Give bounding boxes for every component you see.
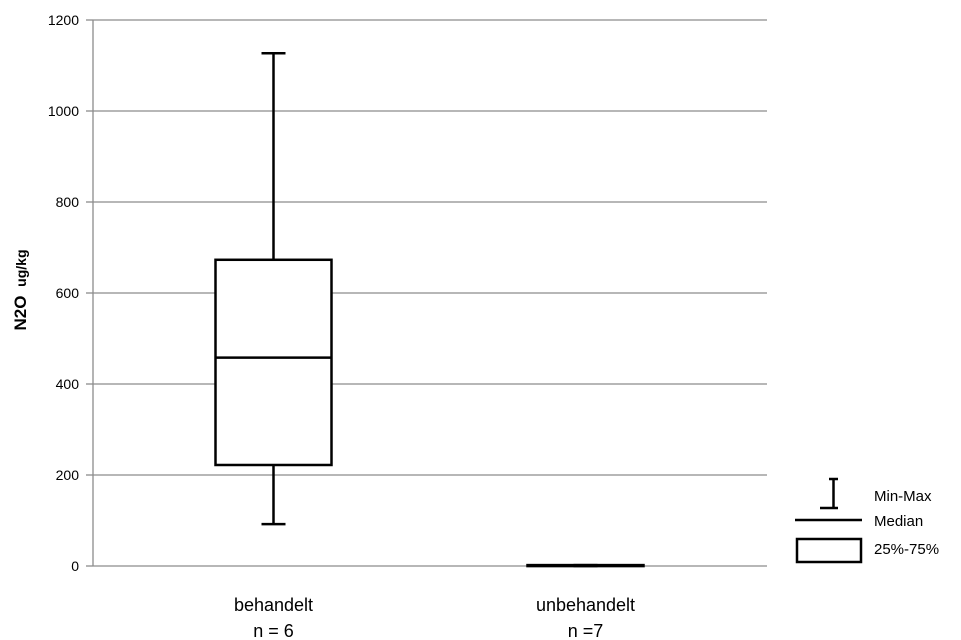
y-tick-label-800: 800: [56, 194, 80, 210]
legend-whisker-symbol: [820, 477, 838, 510]
category-labels: behandelt n = 6 unbehandelt n =7: [234, 595, 635, 640]
category-label-behandelt: behandelt: [234, 595, 313, 615]
category-n-behandelt: n = 6: [253, 621, 294, 640]
gridlines: [86, 19, 767, 567]
y-tick-label-0: 0: [71, 558, 79, 574]
y-tick-label-600: 600: [56, 285, 80, 301]
legend-median-label: Median: [874, 513, 923, 530]
legend-box-symbol: [795, 537, 863, 564]
y-tick-label-1000: 1000: [48, 103, 79, 119]
y-tick-label-200: 200: [56, 467, 80, 483]
box-behandelt: [214, 51, 333, 526]
category-label-unbehandelt: unbehandelt: [536, 595, 635, 615]
boxes: [214, 51, 645, 568]
legend-min-max-label: Min-Max: [874, 488, 932, 505]
y-axis-label: N2O ug/kg: [11, 249, 30, 330]
y-tick-labels: 0 200 400 600 800 1000 1200: [48, 12, 79, 574]
y-tick-label-1200: 1200: [48, 12, 79, 28]
box-unbehandelt: [526, 563, 645, 568]
y-axis-label-unit: ug/kg: [13, 249, 29, 286]
y-tick-label-400: 400: [56, 376, 80, 392]
y-axis-label-main: N2O: [11, 296, 30, 331]
iqr-box: [214, 258, 333, 467]
legend: Min-Max Median 25%-75%: [795, 477, 939, 564]
legend-quartile-label: 25%-75%: [874, 541, 939, 558]
category-n-unbehandelt: n =7: [568, 621, 604, 640]
